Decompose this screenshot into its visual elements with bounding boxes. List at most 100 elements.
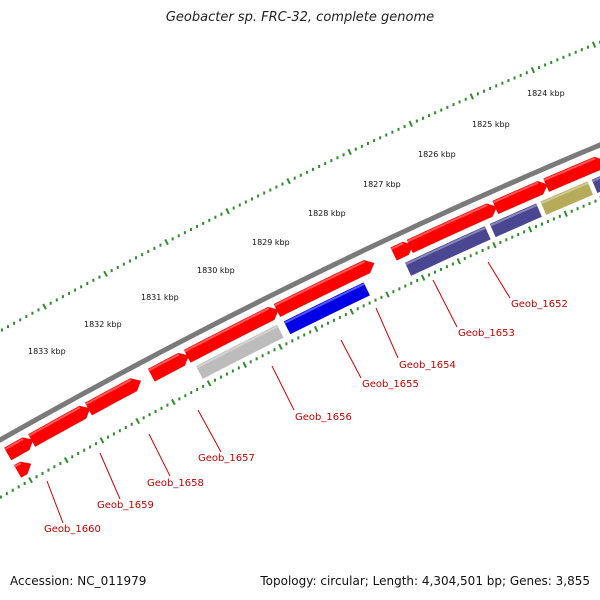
- inner-dot: [546, 220, 549, 224]
- inner-dot: [190, 391, 193, 395]
- scale-dot: [428, 114, 431, 118]
- inner-dot: [291, 339, 294, 343]
- inner-dot: [321, 324, 324, 328]
- inner-dot: [582, 204, 585, 208]
- inner-dot: [148, 413, 151, 417]
- scale-dot: [476, 92, 479, 96]
- gene-label: Geob_1652: [511, 299, 568, 310]
- scale-dot: [580, 48, 583, 52]
- inner-dot: [214, 378, 217, 382]
- inner-dot: [118, 429, 121, 433]
- gene-label-line: [340, 339, 362, 379]
- scale-dot: [403, 125, 406, 129]
- gene-feature-highlight: [543, 157, 596, 182]
- scale-dot: [434, 111, 437, 115]
- gene-feature: [540, 181, 594, 215]
- inner-dot: [154, 409, 157, 413]
- scale-dot: [159, 243, 162, 247]
- inner-tick: [456, 258, 461, 265]
- gene-feature-highlight: [85, 378, 132, 405]
- gene-feature: [390, 241, 414, 261]
- scale-dot: [116, 265, 119, 269]
- inner-dot: [106, 435, 109, 439]
- inner-dot: [362, 304, 365, 308]
- scale-dot: [489, 87, 492, 91]
- gene-labels: Geob_1652 Geob_1653 Geob_1654 Geob_1655 …: [44, 299, 568, 535]
- scale-dot: [153, 246, 156, 250]
- scale-dot: [196, 224, 199, 228]
- gene-label: Geob_1655: [362, 379, 419, 390]
- scale-dot: [299, 173, 302, 177]
- gene-feature: [404, 226, 491, 276]
- genome-summary-text: Topology: circular; Length: 4,304,501 bp…: [260, 574, 590, 588]
- gene-label: Geob_1660: [44, 524, 101, 535]
- scale-dot: [495, 84, 498, 88]
- scale-dot: [318, 164, 321, 168]
- inner-dot: [594, 199, 597, 203]
- scale-dot: [354, 147, 357, 151]
- scale-tick: [408, 120, 413, 127]
- inner-dot: [249, 360, 252, 364]
- scale-dot: [220, 212, 223, 216]
- inner-dot: [469, 254, 472, 258]
- inner-dot: [451, 262, 454, 266]
- scale-dot: [238, 203, 241, 207]
- scale-tick: [286, 177, 291, 185]
- scale-dot: [538, 66, 541, 70]
- inner-tick: [278, 343, 283, 350]
- scale-label: 1828 kbp: [308, 209, 346, 218]
- inner-tick: [420, 274, 426, 281]
- scale-labels: 1824 kbp 1825 kbp 1826 kbp 1827 kbp 1828…: [28, 89, 565, 356]
- scale-dot: [141, 253, 144, 257]
- inner-dot: [487, 246, 490, 250]
- gene-label-lines: [46, 261, 511, 524]
- inner-dot: [184, 394, 187, 398]
- inner-dot: [523, 230, 526, 234]
- inner-dot: [374, 298, 377, 302]
- gene-feature-highlight: [492, 181, 539, 204]
- scale-dot: [202, 221, 205, 225]
- scale-dot: [74, 288, 77, 292]
- scale-dot: [128, 259, 131, 263]
- gene-feature: [283, 282, 370, 335]
- scale-dot: [98, 275, 101, 279]
- scale-label: 1831 kbp: [141, 293, 179, 302]
- inner-dot: [261, 354, 264, 358]
- inner-dot: [404, 284, 407, 288]
- inner-dot: [59, 461, 62, 465]
- scale-dot: [379, 136, 382, 140]
- scale-dot: [391, 130, 394, 134]
- scale-dot: [244, 200, 247, 204]
- scale-dot: [61, 295, 64, 299]
- inner-dot: [309, 330, 312, 334]
- inner-dot: [535, 225, 538, 229]
- scale-dot: [336, 156, 339, 160]
- inner-dot: [332, 318, 335, 322]
- inner-dot: [285, 342, 288, 346]
- gene-feature: [183, 306, 279, 363]
- scale-tick: [164, 238, 169, 246]
- inner-dot: [499, 240, 502, 244]
- gene-feature: [591, 176, 600, 194]
- scale-dot: [86, 282, 89, 286]
- scale-label: 1826 kbp: [418, 150, 456, 159]
- scale-dot: [305, 170, 308, 174]
- gene-label-line: [99, 452, 121, 500]
- scale-label: 1829 kbp: [252, 238, 290, 247]
- scale-dot: [513, 76, 516, 80]
- inner-dot: [166, 403, 169, 407]
- inner-tick: [492, 241, 497, 249]
- scale-tick: [103, 270, 108, 277]
- scale-dot: [189, 228, 192, 232]
- inner-dot: [428, 273, 431, 277]
- scale-label: 1832 kbp: [84, 320, 122, 329]
- gene-label: Geob_1659: [97, 500, 154, 511]
- gene-feature-highlight: [284, 283, 365, 324]
- inner-dot: [380, 295, 383, 299]
- scale-dot: [92, 278, 95, 282]
- inner-dot: [517, 233, 520, 237]
- inner-dot: [219, 375, 222, 379]
- scale-dot: [519, 73, 522, 77]
- scale-dot: [275, 185, 278, 189]
